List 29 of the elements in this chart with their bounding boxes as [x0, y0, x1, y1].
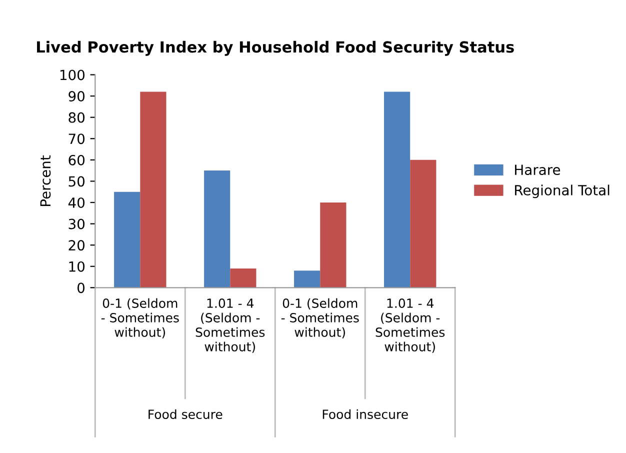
bar: [140, 92, 166, 288]
bar: [320, 202, 346, 288]
bar: [204, 170, 230, 288]
bar: [230, 268, 256, 288]
text: Food secure: [148, 409, 222, 420]
chart-title: Lived Poverty Index by Household Food Security Status: [37, 40, 514, 56]
y-tick-label: 70: [68, 134, 85, 144]
x-tick-label: 1.01 - 4 (Seldom - Sometimes without): [376, 298, 445, 353]
y-tick-label: 60: [68, 154, 85, 166]
y-tick-label: 90: [68, 91, 85, 102]
bar: [384, 92, 410, 288]
y-tick-label: 100: [60, 70, 85, 80]
x-tick-label: 1.01 - 4 (Seldom - Sometimes without): [196, 298, 265, 353]
y-tick-label: 80: [68, 112, 85, 123]
y-tick-label: 0: [78, 282, 85, 294]
text: Food insecure: [322, 409, 408, 420]
bar: [294, 270, 320, 288]
bar: [410, 160, 436, 288]
y-tick-label: 40: [68, 197, 85, 208]
bar: [114, 192, 140, 288]
x-tick-label: 0-1 (Seldom - Sometimes without): [101, 298, 179, 338]
y-tick-label: 20: [68, 240, 85, 251]
y-tick-label: 10: [69, 261, 85, 272]
y-tick-label: 30: [68, 218, 85, 230]
x-tick-label: 0-1 (Seldom - Sometimes without): [281, 298, 359, 338]
y-tick-label: 50: [68, 176, 85, 187]
y-axis-title: Percent: [40, 155, 51, 206]
legend-label: Regional Total: [515, 184, 610, 198]
legend-label: Harare: [515, 164, 560, 176]
